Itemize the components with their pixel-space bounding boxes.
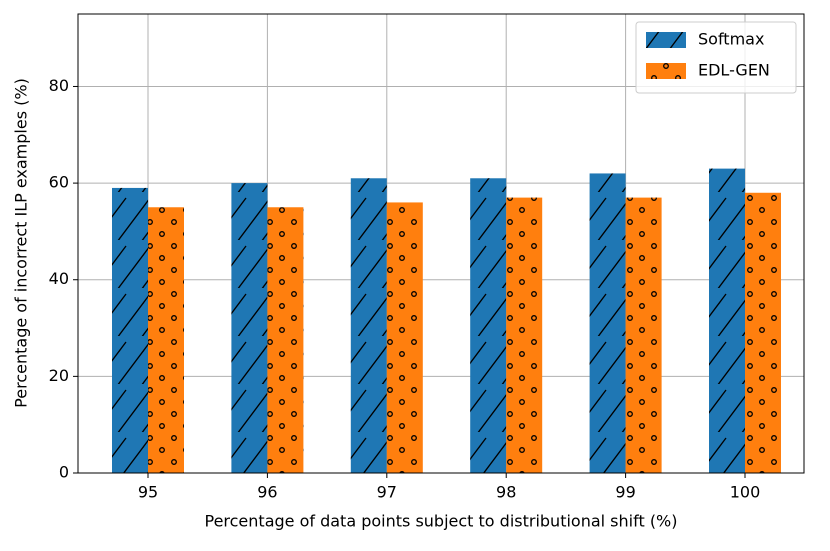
bar-hatch — [267, 207, 304, 473]
bar-hatch — [625, 197, 662, 473]
bar-hatch — [112, 187, 148, 474]
y-tick-label: 20 — [49, 366, 69, 385]
x-tick-label: 96 — [257, 483, 277, 502]
bar-hatch — [506, 197, 543, 473]
plot-frame — [77, 13, 805, 474]
x-tick-label: 97 — [377, 483, 397, 502]
y-tick-label: 80 — [49, 76, 69, 95]
bar-hatch — [709, 168, 745, 473]
legend-label: Softmax — [698, 30, 764, 49]
x-tick-label: 98 — [496, 483, 516, 502]
bar-hatch — [231, 183, 268, 473]
y-tick-label: 40 — [49, 269, 69, 288]
x-axis-label: Percentage of data points subject to dis… — [204, 512, 677, 531]
legend-label: EDL-GEN — [698, 61, 770, 80]
bar-hatch — [386, 202, 423, 473]
bars — [112, 168, 781, 474]
bar-hatch — [470, 178, 507, 473]
legend-swatch-hatch — [646, 32, 686, 48]
y-tick-label: 60 — [49, 173, 69, 192]
bar-hatch — [745, 192, 781, 473]
x-tick-label: 100 — [730, 483, 761, 502]
bar-hatch — [350, 178, 387, 473]
x-tick-label: 99 — [615, 483, 635, 502]
bar-hatch — [589, 173, 626, 473]
legend-swatch-hatch — [646, 63, 686, 79]
y-axis-label: Percentage of incorrect ILP examples (%) — [12, 78, 31, 408]
bar-hatch — [148, 207, 184, 473]
x-tick-label: 95 — [138, 483, 158, 502]
y-tick-label: 0 — [59, 463, 69, 482]
